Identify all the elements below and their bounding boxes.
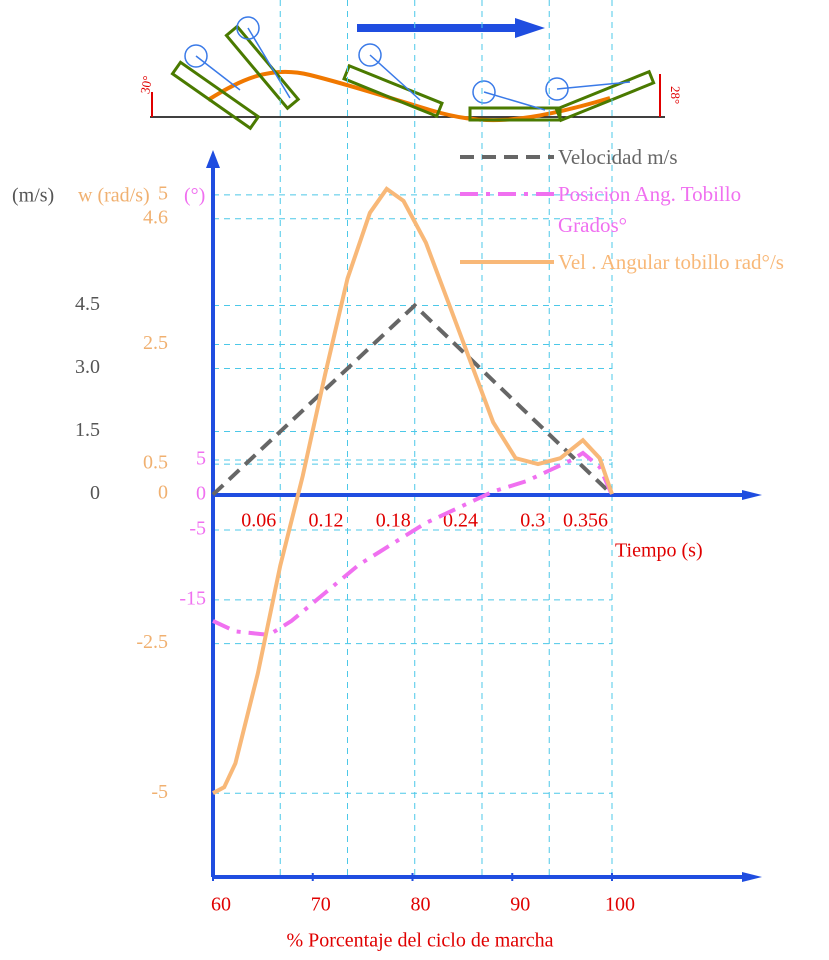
y-tick-label: 0 (90, 482, 100, 504)
legend-entry: Velocidad m/s (458, 142, 803, 173)
gait-diagram: 30° 28° (137, 16, 683, 131)
y-tick-label: 0.5 (143, 452, 168, 474)
y-tick-label: -15 (179, 588, 206, 610)
angle-label: 30° (137, 75, 155, 96)
y-tick-label: -5 (151, 781, 168, 803)
x2-tick-label: 90 (510, 894, 530, 916)
legend-label: Vel . Angular tobillo rad°/s (558, 250, 784, 274)
y-tick-label: -5 (189, 518, 206, 540)
legend-label: Posicion Ang. Tobillo Grados° (558, 182, 742, 237)
x-axis-label: Tiempo (s) (615, 540, 703, 562)
y-tick-label: 4.5 (75, 293, 100, 315)
x2-tick-label: 60 (211, 894, 231, 916)
y-axis-label: (m/s) (12, 185, 54, 207)
legend-swatch (460, 260, 554, 264)
x-tick-label: 0.18 (376, 510, 411, 532)
legend-label: Velocidad m/s (558, 145, 678, 169)
x-tick-label: 0.12 (308, 510, 343, 532)
y-tick-label: 4.6 (143, 206, 168, 228)
y-tick-label: 2.5 (143, 332, 168, 354)
x-tick-label: 0.356 (563, 510, 608, 532)
axis-arrow (206, 150, 220, 168)
y3-axis-label: (°) (184, 185, 205, 207)
x-tick-label: 0.24 (443, 510, 478, 532)
axis-arrow (742, 872, 762, 882)
legend-swatch (460, 155, 554, 159)
y2-axis-label: w (rad/s) (78, 185, 150, 207)
series-line (212, 450, 614, 637)
series-line (211, 302, 614, 497)
angle-label: 28° (668, 86, 683, 104)
x-tick-label: 0.3 (520, 510, 545, 532)
series-line (212, 186, 614, 795)
x2-tick-label: 100 (605, 894, 635, 916)
y-tick-label: 1.5 (75, 419, 100, 441)
x-tick-label: 0.06 (241, 510, 276, 532)
legend-entry: Vel . Angular tobillo rad°/s (458, 247, 803, 278)
axis-arrow (742, 490, 762, 500)
legend: Velocidad m/s Posicion Ang. Tobillo Grado… (458, 142, 803, 284)
y-tick-label: 3.0 (75, 356, 100, 378)
y-tick-label: 5 (158, 182, 168, 204)
x2-tick-label: 80 (411, 894, 431, 916)
y-tick-label: 0 (196, 483, 206, 505)
legend-entry: Posicion Ang. Tobillo Grados° (458, 179, 803, 241)
y-tick-label: 0 (158, 482, 168, 504)
x2-axis-label: % Porcentaje del ciclo de marcha (286, 930, 553, 952)
y-tick-label: -2.5 (136, 631, 168, 653)
y-tick-label: 5 (196, 448, 206, 470)
x2-tick-label: 70 (311, 894, 331, 916)
legend-swatch (460, 192, 554, 196)
